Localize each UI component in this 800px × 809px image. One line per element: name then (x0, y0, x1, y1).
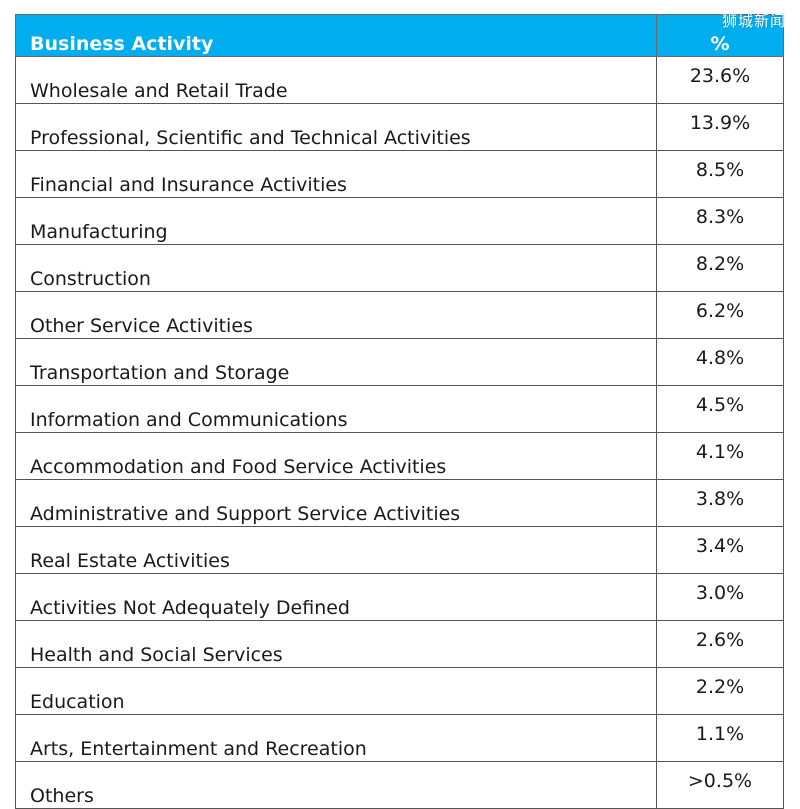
column-header-activity: Business Activity (15, 14, 657, 57)
activity-cell: Health and Social Services (15, 620, 657, 668)
activity-cell: Accommodation and Food Service Activitie… (15, 432, 657, 480)
table-row: Manufacturing 8.3% (15, 197, 784, 245)
activity-cell: Other Service Activities (15, 291, 657, 339)
percent-cell: 3.8% (656, 479, 784, 527)
percent-cell: 3.0% (656, 573, 784, 621)
activity-cell: Administrative and Support Service Activ… (15, 479, 657, 527)
table-row: Real Estate Activities 3.4% (15, 526, 784, 574)
table-row: Others >0.5% (15, 761, 784, 809)
activity-cell: Wholesale and Retail Trade (15, 56, 657, 104)
activity-cell: Construction (15, 244, 657, 292)
activity-cell: Financial and Insurance Activities (15, 150, 657, 198)
percent-cell: 2.6% (656, 620, 784, 668)
percent-cell: 4.8% (656, 338, 784, 386)
activity-cell: Real Estate Activities (15, 526, 657, 574)
percent-cell: 3.4% (656, 526, 784, 574)
table-row: Financial and Insurance Activities 8.5% (15, 150, 784, 198)
activity-cell: Information and Communications (15, 385, 657, 433)
table-row: Administrative and Support Service Activ… (15, 479, 784, 527)
table-row: Accommodation and Food Service Activitie… (15, 432, 784, 480)
activity-cell: Arts, Entertainment and Recreation (15, 714, 657, 762)
percent-cell: 6.2% (656, 291, 784, 339)
activity-cell: Professional, Scientific and Technical A… (15, 103, 657, 151)
percent-cell: >0.5% (656, 761, 784, 809)
percent-cell: 8.3% (656, 197, 784, 245)
percent-cell: 1.1% (656, 714, 784, 762)
table-row: Other Service Activities 6.2% (15, 291, 784, 339)
table-row: Construction 8.2% (15, 244, 784, 292)
percent-cell: 2.2% (656, 667, 784, 715)
activity-cell: Activities Not Adequately Defined (15, 573, 657, 621)
activity-cell: Transportation and Storage (15, 338, 657, 386)
table-body: Wholesale and Retail Trade 23.6% Professio… (15, 56, 784, 809)
table-row: Education 2.2% (15, 667, 784, 715)
table-header: Business Activity % (15, 14, 784, 57)
table-row: Arts, Entertainment and Recreation 1.1% (15, 714, 784, 762)
activity-cell: Others (15, 761, 657, 809)
table-row: Transportation and Storage 4.8% (15, 338, 784, 386)
watermark-text: 狮城新闻 (721, 12, 786, 30)
table-row: Information and Communications 4.5% (15, 385, 784, 433)
percent-cell: 8.2% (656, 244, 784, 292)
header-row: Business Activity % (15, 14, 784, 57)
table-row: Activities Not Adequately Defined 3.0% (15, 573, 784, 621)
activity-cell: Manufacturing (15, 197, 657, 245)
business-activity-table: Business Activity % Wholesale and Retail… (15, 14, 784, 809)
percent-cell: 13.9% (656, 103, 784, 151)
business-activity-table-container: Business Activity % Wholesale and Retail… (15, 14, 784, 809)
percent-cell: 23.6% (656, 56, 784, 104)
table-row: Health and Social Services 2.6% (15, 620, 784, 668)
percent-cell: 4.5% (656, 385, 784, 433)
activity-cell: Education (15, 667, 657, 715)
percent-cell: 4.1% (656, 432, 784, 480)
percent-cell: 8.5% (656, 150, 784, 198)
table-row: Professional, Scientific and Technical A… (15, 103, 784, 151)
table-row: Wholesale and Retail Trade 23.6% (15, 56, 784, 104)
column-header-percent: % (656, 14, 784, 57)
